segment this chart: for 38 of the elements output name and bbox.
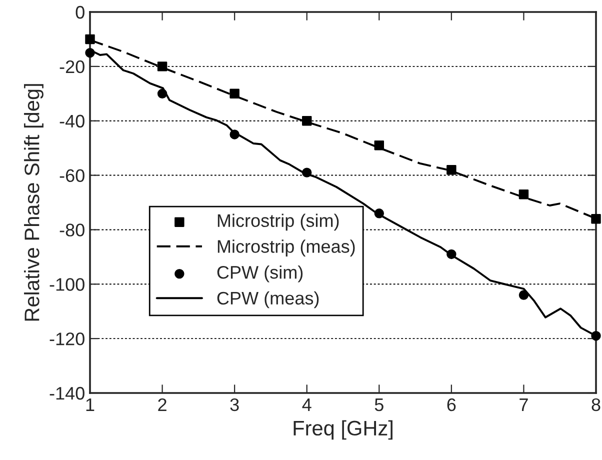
legend-label: Microstrip (meas) — [218, 240, 355, 256]
point — [446, 164, 456, 175]
point — [157, 62, 168, 72]
point — [518, 189, 529, 200]
point — [302, 116, 312, 126]
x-tick-label: 6 — [447, 398, 456, 412]
legend-label: CPW (meas) — [217, 291, 319, 308]
y-tick-label: -120 — [50, 332, 84, 346]
y-tick-label: -40 — [60, 114, 84, 128]
point — [374, 140, 384, 150]
point — [591, 214, 601, 224]
point — [591, 330, 601, 341]
x-tick-label: 2 — [158, 398, 166, 411]
point — [518, 290, 529, 300]
x-tick-label: 3 — [230, 398, 239, 412]
y-tick-label: -80 — [60, 224, 84, 236]
point — [374, 208, 384, 218]
point — [157, 88, 168, 99]
x-axis-title: Freq [GHz] — [294, 420, 392, 440]
x-tick-label: 7 — [520, 398, 528, 411]
point — [446, 249, 456, 260]
legend-label: CPW (sim) — [217, 265, 303, 282]
x-tick-label: 5 — [374, 398, 384, 412]
y-axis-title: Relative Phase Shift [deg] — [24, 84, 44, 321]
y-tick-label: -20 — [60, 60, 84, 74]
point — [230, 88, 240, 99]
point — [85, 34, 95, 44]
point — [230, 130, 240, 140]
x-tick-label: 8 — [592, 398, 600, 412]
point — [85, 48, 95, 58]
y-tick-label: -140 — [50, 386, 84, 400]
y-tick-label: 0 — [76, 6, 84, 19]
point — [302, 168, 312, 178]
x-tick-label: 1 — [86, 398, 94, 411]
x-tick-label: 4 — [302, 398, 312, 411]
y-tick-label: -60 — [60, 169, 84, 182]
y-tick-label: -100 — [50, 278, 84, 291]
legend-label: Microstrip (sim) — [218, 214, 339, 231]
